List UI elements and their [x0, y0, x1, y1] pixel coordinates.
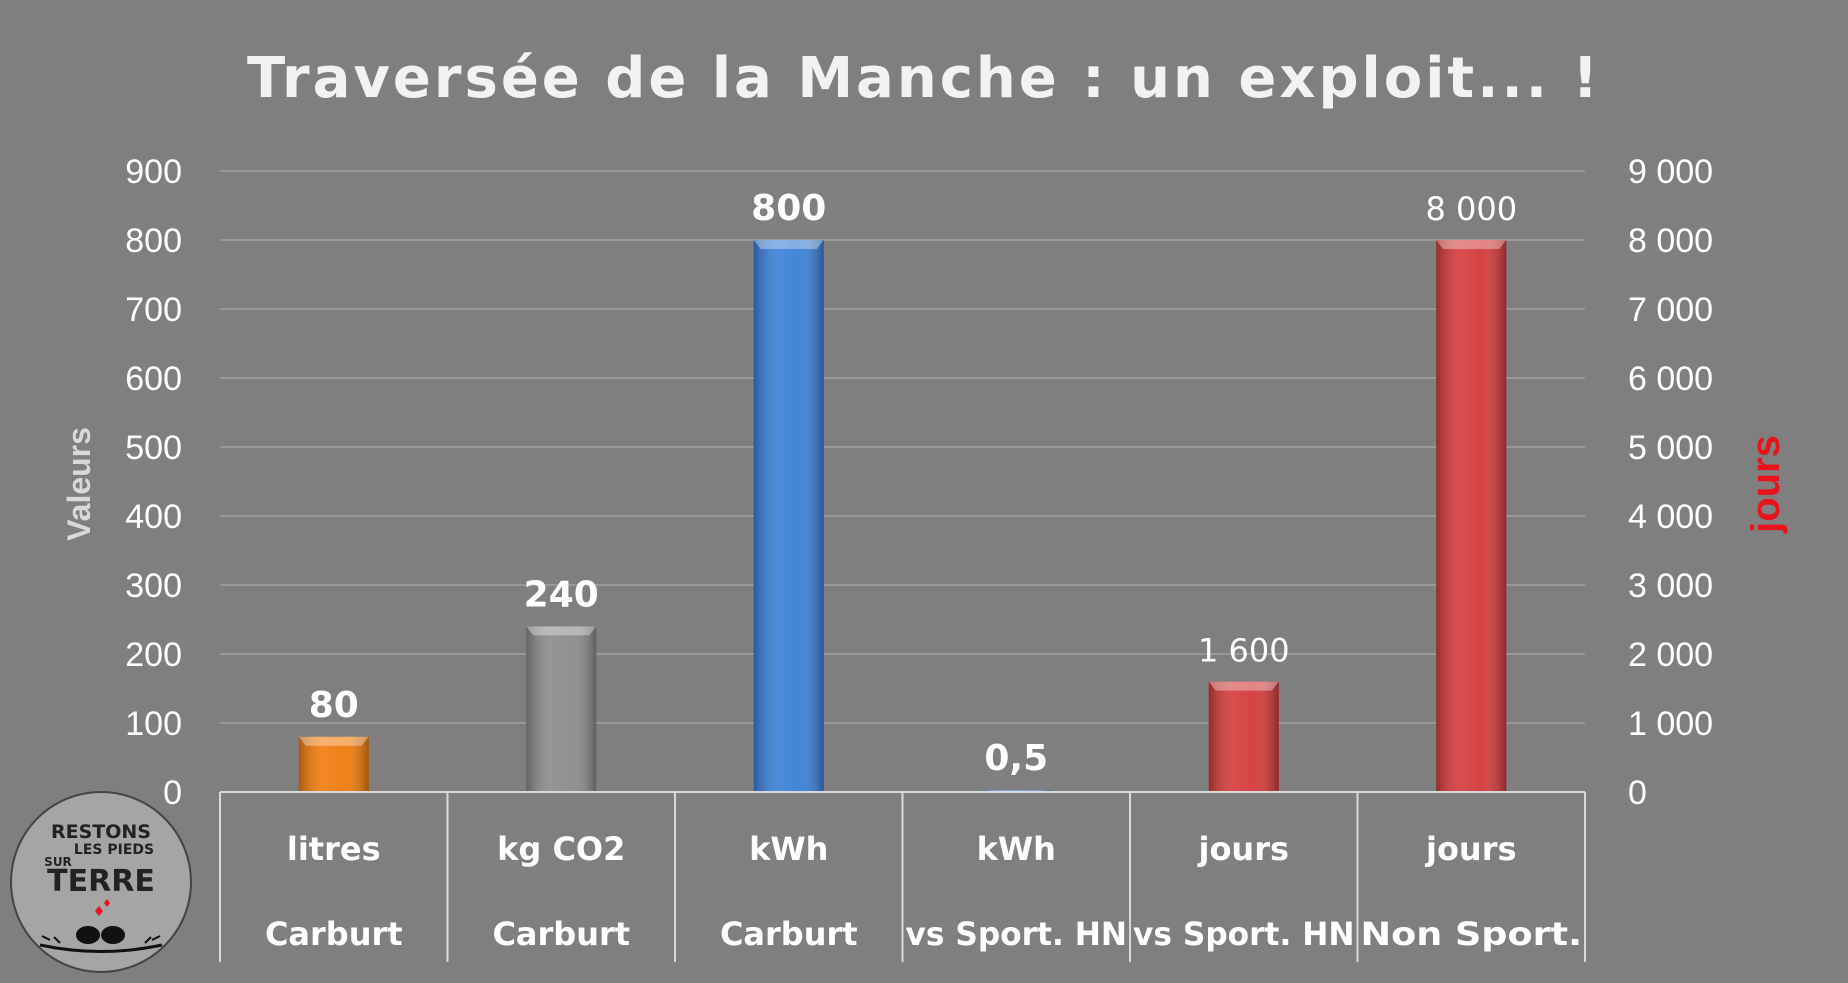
category-group-label: Non Sport. [1361, 915, 1583, 953]
y-tick-label: 400 [125, 498, 182, 536]
category-unit-label: jours [1196, 830, 1289, 868]
bar-group [1208, 681, 1279, 792]
y2-tick-label: 5 000 [1628, 429, 1713, 467]
y2-tick-label: 3 000 [1628, 567, 1713, 605]
y2-tick-label: 7 000 [1628, 291, 1713, 329]
y-axis-label: Valeurs [61, 427, 97, 541]
bar-shade [1208, 681, 1279, 792]
y2-tick-label: 1 000 [1628, 705, 1713, 743]
data-label: 240 [524, 574, 599, 615]
y-tick-label: 100 [125, 705, 182, 743]
y-tick-label: 200 [125, 636, 182, 674]
bar-bevel [1208, 681, 1279, 691]
category-unit-label: kWh [749, 830, 828, 868]
y2-tick-label: 9 000 [1628, 153, 1713, 191]
bars [298, 240, 1507, 792]
y2-tick-label: 8 000 [1628, 222, 1713, 260]
category-group-label: vs Sport. HN [906, 915, 1128, 953]
category-group-label: Carburt [492, 915, 630, 953]
logo-line2: LES PIEDS [74, 842, 154, 858]
category-axis: litres Carburt kg CO2 Carburt kWh Carburt kWh v… [219, 791, 1586, 962]
y-tick-label: 900 [125, 153, 182, 191]
category-group-label: vs Sport. HN [1133, 915, 1355, 953]
bar-group [298, 736, 369, 792]
y-tick-label: 700 [125, 291, 182, 329]
category-unit-label: kWh [977, 830, 1056, 868]
bar-bevel [1436, 240, 1507, 249]
data-label: 800 [751, 188, 826, 229]
category-unit-label: jours [1424, 830, 1517, 868]
category-group-label: Carburt [720, 915, 858, 953]
bar-group [526, 626, 597, 792]
bar-shade [298, 736, 369, 792]
category-group-label: Carburt [265, 915, 403, 953]
bar-bevel [753, 240, 824, 249]
logo-line4: TERRE [47, 864, 155, 899]
y2-axis-label: jours [1744, 435, 1788, 534]
bar-shade [526, 626, 597, 792]
category-unit-label: litres [287, 830, 381, 868]
bar-group [1436, 240, 1507, 792]
bar-shade [753, 240, 824, 792]
logo-line1: RESTONS [51, 821, 151, 843]
y2-tick-label: 4 000 [1628, 498, 1713, 536]
y2-axis-ticks: 0 1 000 2 000 3 000 4 000 5 000 6 000 7 000 8 00… [1628, 153, 1713, 812]
y-tick-label: 300 [125, 567, 182, 605]
bar-group [753, 240, 824, 792]
gridlines [220, 170, 1585, 724]
y2-tick-label: 2 000 [1628, 636, 1713, 674]
y-tick-label: 800 [125, 222, 182, 260]
data-label: 8 000 [1425, 190, 1517, 228]
logo-line3: SUR [44, 855, 72, 869]
y-tick-label: 500 [125, 429, 182, 467]
bar-shade [1436, 240, 1507, 792]
bar-bevel [526, 626, 597, 636]
y2-tick-label: 0 [1628, 774, 1647, 812]
data-labels: 80 240 800 0,5 1 600 8 000 [309, 188, 1517, 779]
y2-tick-label: 6 000 [1628, 360, 1713, 398]
chart-title: Traversée de la Manche : un exploit... ! [247, 46, 1601, 111]
data-label: 0,5 [984, 738, 1048, 779]
category-unit-label: kg CO2 [497, 830, 625, 868]
birds-icon [39, 899, 163, 953]
y-axis-ticks: 0 100 200 300 400 500 600 700 800 900 [125, 153, 182, 812]
bar-bevel [298, 736, 369, 746]
data-label: 80 [309, 685, 359, 726]
y-tick-label: 600 [125, 360, 182, 398]
logo: RESTONS LES PIEDS SUR TERRE [10, 791, 192, 973]
data-label: 1 600 [1198, 632, 1290, 670]
y-tick-label: 0 [163, 774, 182, 812]
